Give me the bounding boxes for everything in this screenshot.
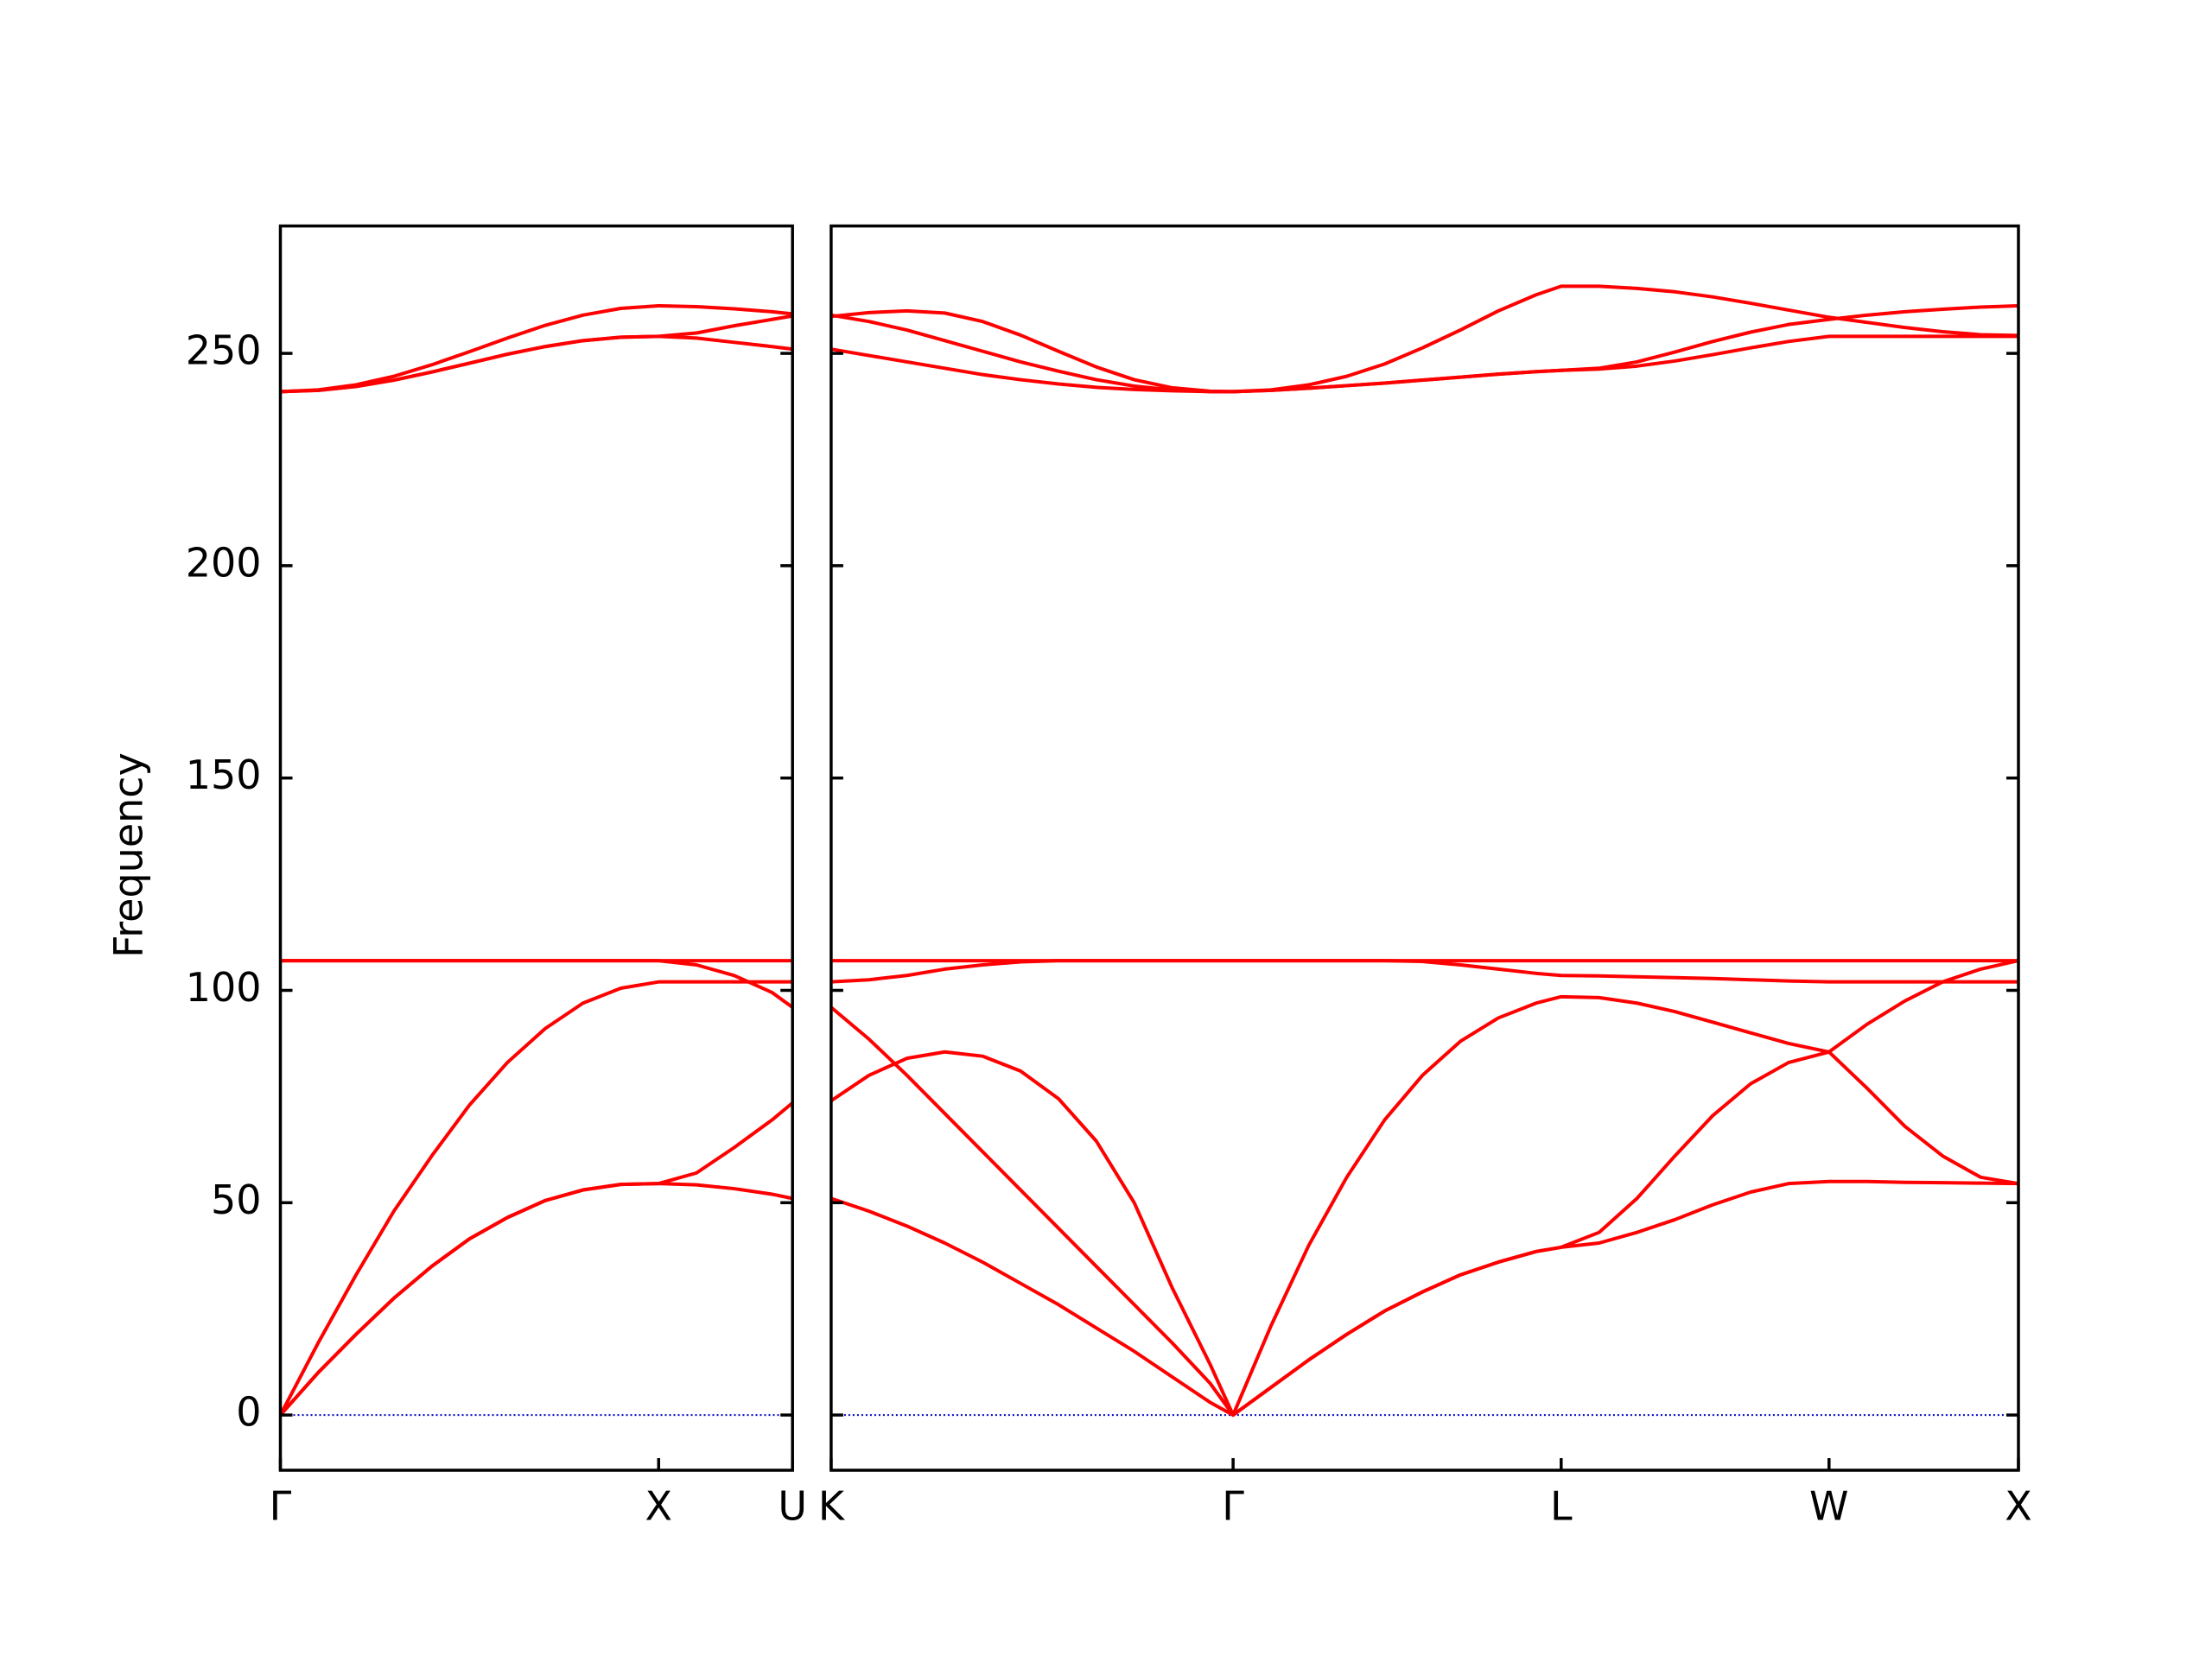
x-tick-label: Γ — [270, 1483, 292, 1530]
band-line — [830, 1179, 2019, 1418]
band-line — [830, 284, 2019, 394]
y-tick-label: 150 — [186, 752, 262, 798]
x-tick-label: Γ — [1222, 1483, 1244, 1530]
band-line — [278, 980, 793, 1417]
y-tick-label: 250 — [186, 327, 262, 374]
band-line — [280, 304, 793, 394]
y-tick-label: 0 — [236, 1389, 261, 1436]
x-tick-label: X — [645, 1483, 672, 1530]
plot-frame — [278, 224, 794, 1472]
band-line — [280, 314, 793, 394]
band-line — [830, 304, 2019, 394]
x-tick-label: U — [778, 1483, 807, 1530]
band-line — [279, 1182, 793, 1417]
x-tick-label: W — [1809, 1483, 1848, 1530]
y-tick-label: 50 — [211, 1177, 262, 1223]
y-tick-label: 100 — [186, 964, 262, 1011]
x-tick-label: L — [1550, 1483, 1573, 1530]
band-line — [830, 334, 2018, 394]
x-tick-label: X — [2005, 1483, 2032, 1530]
band-line — [830, 959, 2019, 1418]
y-tick-label: 200 — [186, 539, 262, 586]
band-line — [279, 1101, 794, 1417]
y-axis-label: Frequency — [105, 752, 152, 958]
band-line — [830, 959, 2018, 984]
band-line — [280, 959, 794, 1009]
x-tick-label: K — [818, 1483, 846, 1530]
band-line — [830, 1005, 2019, 1418]
plot-frame — [830, 224, 2020, 1472]
